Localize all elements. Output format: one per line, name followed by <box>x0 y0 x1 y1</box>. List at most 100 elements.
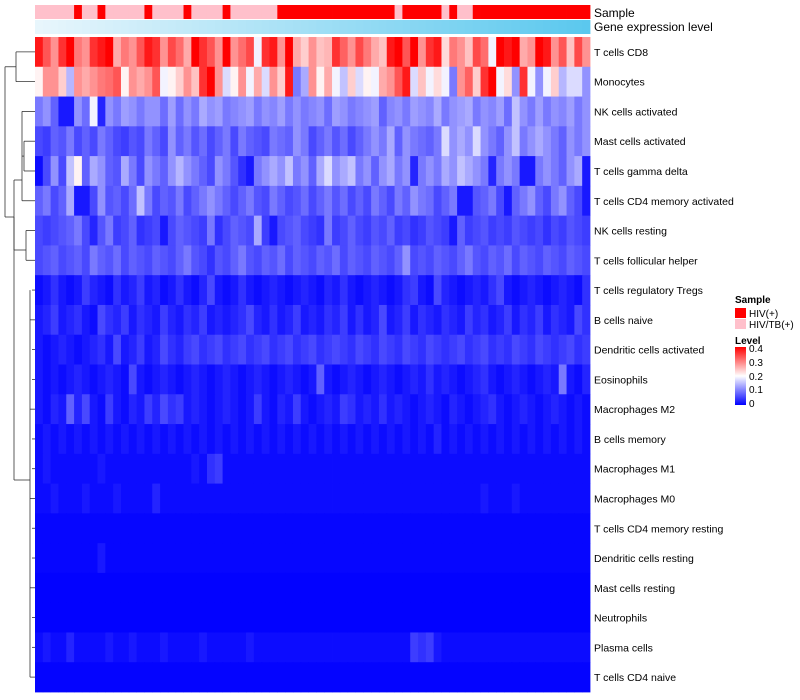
heatmap-cell <box>464 483 474 514</box>
heatmap-cell <box>222 215 231 246</box>
heatmap-cell <box>97 543 106 574</box>
heatmap-cell <box>191 394 200 425</box>
heatmap-cell <box>152 453 161 484</box>
heatmap-cell <box>363 126 372 157</box>
heatmap-cell <box>402 424 411 455</box>
heatmap-cell <box>574 245 583 276</box>
heatmap-cell <box>425 156 435 187</box>
heatmap-cell <box>464 543 474 574</box>
heatmap-cell <box>480 126 489 157</box>
heatmap-cell <box>308 364 317 395</box>
heatmap-cell <box>261 394 270 425</box>
heatmap-cell <box>457 394 466 425</box>
heatmap-cell <box>199 215 208 246</box>
heatmap-cell <box>144 543 153 574</box>
heatmap-cell <box>394 96 403 127</box>
heatmap-cell <box>433 602 442 633</box>
heatmap-cell <box>81 156 91 187</box>
heatmap-cell <box>42 96 52 127</box>
heatmap-cell <box>74 126 83 157</box>
heatmap-cell <box>496 37 505 68</box>
heatmap-cell <box>136 334 145 365</box>
heatmap-cell <box>58 602 67 633</box>
heatmap-cell <box>496 453 505 484</box>
heatmap-cell <box>519 543 528 574</box>
heatmap-cell <box>89 364 98 395</box>
heatmap-cell <box>480 632 489 663</box>
heatmap-cell <box>269 632 278 663</box>
heatmap-cell <box>246 424 255 455</box>
sample-annotation-cell <box>269 5 278 19</box>
heatmap-cell <box>199 334 208 365</box>
heatmap-cell <box>566 453 575 484</box>
heatmap-cell <box>253 156 263 187</box>
heatmap-cell <box>558 156 567 187</box>
heatmap-cell <box>394 126 403 157</box>
heatmap-cell <box>496 304 505 336</box>
expression-annotation-cell <box>175 20 184 34</box>
heatmap-cell <box>488 96 497 127</box>
sample-annotation-cell <box>394 5 403 19</box>
heatmap-cell <box>222 662 231 693</box>
heatmap-cell <box>566 513 575 544</box>
heatmap-cell <box>230 632 239 663</box>
heatmap-cell <box>480 364 489 395</box>
heatmap-cell <box>261 245 270 276</box>
heatmap-cell <box>496 156 505 187</box>
heatmap-cell <box>402 602 411 633</box>
heatmap-cell <box>511 126 521 157</box>
heatmap-cell <box>160 304 169 336</box>
heatmap-cell <box>136 513 145 544</box>
sample-annotation-cell <box>35 5 44 19</box>
heatmap-cell <box>292 66 302 97</box>
heatmap-cell <box>504 96 513 127</box>
heatmap-cell <box>402 632 411 663</box>
heatmap-cell <box>410 185 419 217</box>
heatmap-cell <box>269 275 278 306</box>
heatmap-cell <box>582 37 591 68</box>
heatmap-cell <box>332 632 341 663</box>
heatmap-cell <box>97 424 106 455</box>
heatmap-cell <box>160 96 169 127</box>
heatmap-cell <box>457 156 466 187</box>
heatmap-cell <box>253 662 263 693</box>
heatmap-cell <box>214 543 224 574</box>
heatmap-cell <box>120 275 130 306</box>
heatmap-cell <box>167 245 177 276</box>
heatmap-cell <box>167 126 177 157</box>
heatmap-cell <box>269 543 278 574</box>
heatmap-cell <box>410 215 419 246</box>
sample-annotation-cell <box>402 5 411 19</box>
heatmap-cell <box>183 275 192 306</box>
heatmap-cell <box>74 453 83 484</box>
heatmap-cell <box>519 513 528 544</box>
heatmap-cell <box>574 156 583 187</box>
heatmap-cell <box>199 126 208 157</box>
expression-annotation-cell <box>582 20 591 34</box>
heatmap-cell <box>246 662 255 693</box>
heatmap-cell <box>566 304 575 336</box>
heatmap-cell <box>105 334 114 365</box>
heatmap-cell <box>472 364 481 395</box>
heatmap-cell <box>441 126 450 157</box>
heatmap-cell <box>89 483 98 514</box>
heatmap-cell <box>386 364 395 395</box>
heatmap-cell <box>35 185 44 217</box>
legend-hiv-label: HIV(+) <box>749 309 778 320</box>
heatmap-cell <box>35 483 44 514</box>
heatmap-cell <box>566 662 575 693</box>
heatmap-cell <box>152 96 161 127</box>
sample-annotation-cell <box>449 5 458 19</box>
heatmap-cell <box>238 334 247 365</box>
heatmap-cell <box>371 245 380 276</box>
heatmap-cell <box>550 632 560 663</box>
heatmap-cell <box>230 245 239 276</box>
sample-annotation-cell <box>42 5 52 19</box>
heatmap-cell <box>113 245 122 276</box>
heatmap-cell <box>355 632 364 663</box>
heatmap-cell <box>449 513 458 544</box>
heatmap-cell <box>378 424 388 455</box>
row-label: T cells CD4 memory resting <box>594 523 723 535</box>
heatmap-cell <box>120 245 130 276</box>
heatmap-cell <box>316 483 325 514</box>
